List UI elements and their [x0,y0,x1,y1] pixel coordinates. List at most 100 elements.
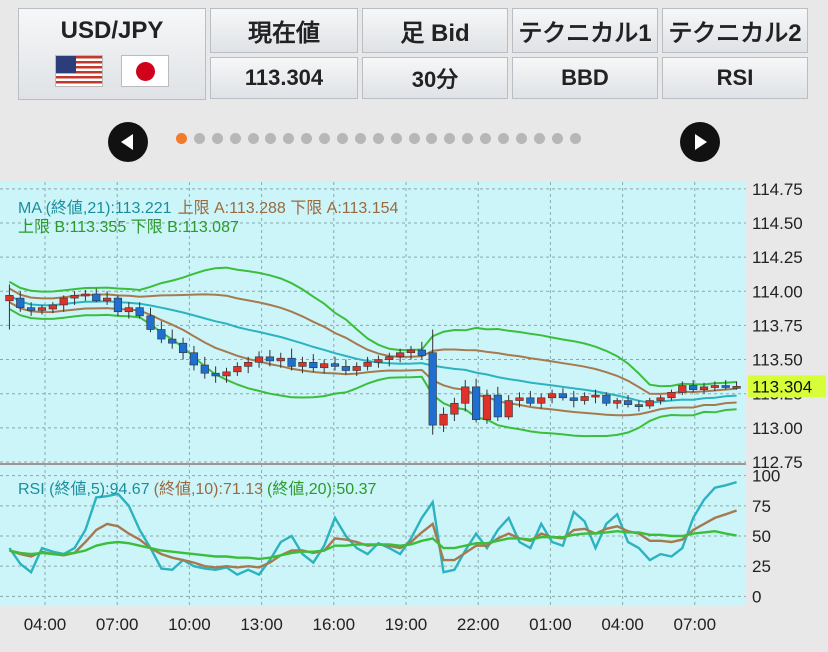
next-page-button[interactable] [680,122,720,162]
legend-band-b: 上限 B:113.355 下限 B:113.087 [18,218,239,236]
candle-body [634,404,643,407]
x-tick-label: 16:00 [313,615,356,634]
page-dot[interactable] [498,133,510,144]
candle-body [439,413,448,426]
page-dot[interactable] [426,133,438,144]
y-tick-label: 114.00 [752,282,803,301]
page-dot[interactable] [408,133,420,144]
technical1-value-text: BBD [561,65,609,90]
candle-body [721,385,730,388]
x-tick-label: 07:00 [96,615,139,634]
candle-body [37,307,47,311]
jp-flag-icon [121,55,169,87]
page-dot[interactable] [193,133,205,144]
page-dot[interactable] [319,133,331,144]
upper-band-a [8,287,737,395]
page-dot[interactable] [247,133,259,144]
technical2-value[interactable]: RSI [662,57,808,99]
candle-body [287,357,296,367]
lower-band-b [8,308,737,438]
page-dot[interactable] [462,133,474,144]
page-dot[interactable] [444,133,456,144]
page-dot[interactable] [176,133,187,144]
price-chart[interactable]: 114.75 114.50 114.25 114.00 113.75 113.50 113.… [0,182,828,652]
x-tick-label: 19:00 [385,615,428,634]
us-flag-icon [55,55,103,87]
candle-body [298,361,307,367]
rsi-tick-label: 50 [752,527,771,546]
candle-body [124,307,133,313]
page-dot[interactable] [533,133,545,144]
candle-body [81,293,90,297]
candle-body [461,386,470,404]
candle-body [244,361,253,367]
page-dot[interactable] [301,133,313,144]
candle-body [526,397,535,404]
page-dot[interactable] [480,133,492,144]
candle-body [558,393,568,399]
legend-rsi5: RSI (終値,5):94.67 [18,480,150,498]
arrow-right-icon [695,134,707,150]
current-price-tag: 113.304 [748,375,826,398]
page-dot[interactable] [372,133,384,144]
legend-band-a: 上限 A:113.288 下限 A:113.154 [178,199,399,217]
candle-header[interactable]: 足 Bid [362,8,508,53]
technical2-header-label: テクニカル2 [668,20,802,47]
legend-line1: MA (終値,21):113.221 上限 A:113.288 下限 A:113.… [18,199,399,217]
candle-body [385,356,394,360]
candles [5,284,741,435]
x-tick-label: 01:00 [529,615,572,634]
y-tick-label: 114.25 [752,248,803,267]
candle-body [417,349,426,356]
x-tick-label: 10:00 [168,615,211,634]
current-price-header: 現在値 [210,8,358,53]
candle-body [309,361,318,369]
page-dot[interactable] [354,133,366,144]
page-dot[interactable] [569,133,581,144]
candle-body [613,400,622,404]
legend-rsi10: (終値,10):71.13 [154,480,263,498]
currency-pair-label: USD/JPY [60,17,164,44]
page-dot[interactable] [515,133,527,144]
candle-body [710,385,719,388]
page-dot[interactable] [390,133,402,144]
page-indicator [176,133,581,144]
page-dot[interactable] [551,133,563,144]
x-tick-label: 22:00 [457,615,500,634]
technical1-value[interactable]: BBD [512,57,658,99]
candle-body [450,402,459,415]
technical2-header[interactable]: テクニカル2 [662,8,808,53]
candle-body [732,386,741,389]
rsi-tick-label: 25 [752,557,771,576]
candle-body [699,386,709,390]
page-dot[interactable] [283,133,295,144]
page-dot[interactable] [229,133,241,144]
rsi-tick-label: 0 [752,587,761,606]
candle-body [482,394,492,420]
candle-body [27,307,36,311]
page-dot[interactable] [211,133,223,144]
candle-body [59,297,68,306]
candle-body [341,366,350,371]
candle-body [5,295,14,302]
candle-body [504,400,513,418]
page-dot[interactable] [337,133,349,144]
candle-body [374,359,383,363]
moving-average-line [8,294,737,404]
page-dot[interactable] [265,133,277,144]
candle-body [678,385,687,393]
prev-page-button[interactable] [108,122,148,162]
legend-ma: MA (終値,21):113.221 [18,199,172,217]
candle-header-label: 足 Bid [400,20,470,47]
candle-body [48,304,57,310]
candle-body [352,366,361,371]
y-tick-label: 114.50 [752,214,803,233]
candle-body [406,349,416,354]
technical1-header[interactable]: テクニカル1 [512,8,658,53]
candle-body [591,394,600,398]
candle-body [569,397,578,401]
currency-pair-cell[interactable]: USD/JPY [18,8,206,100]
x-tick-label: 04:00 [24,615,67,634]
candle-period-value[interactable]: 30分 [362,57,508,99]
candle-body [580,396,589,401]
